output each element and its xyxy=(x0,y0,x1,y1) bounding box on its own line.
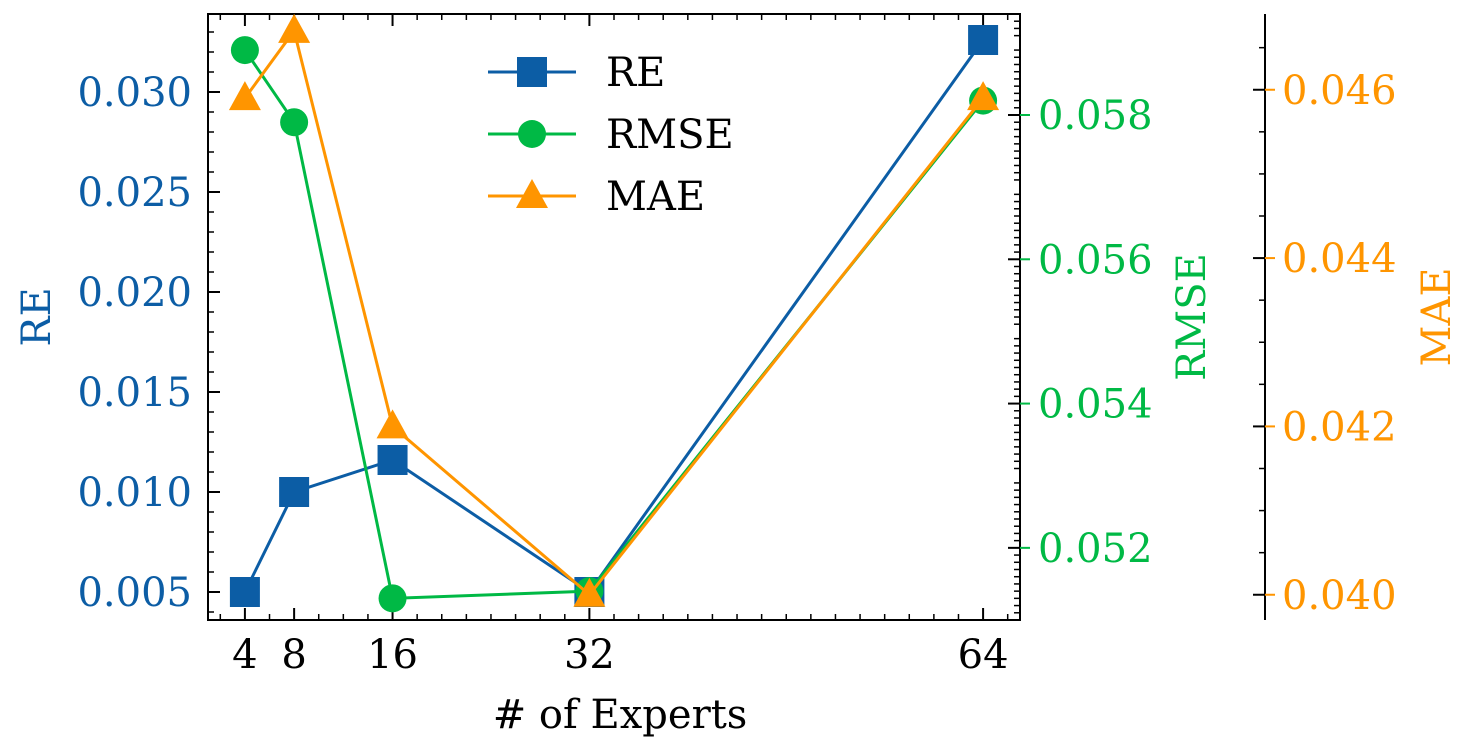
mae-tick-label: 0.044 xyxy=(1282,236,1397,282)
legend-marker-rmse xyxy=(518,120,546,148)
left-tick-label: 0.005 xyxy=(77,570,192,616)
right-tick-label: 0.054 xyxy=(1038,382,1153,428)
left-tick-label: 0.030 xyxy=(77,70,192,116)
left-tick-label: 0.010 xyxy=(77,470,192,516)
data-point-rmse xyxy=(230,36,259,65)
left-tick-label: 0.020 xyxy=(77,270,192,316)
right-tick-label: 0.056 xyxy=(1038,237,1153,283)
x-axis-label: # of Experts xyxy=(493,692,748,738)
data-point-mae xyxy=(573,577,606,607)
plot-frame xyxy=(207,13,1021,621)
legend-label-rmse: RMSE xyxy=(606,112,734,158)
mae-tick-label: 0.046 xyxy=(1282,68,1397,114)
data-point-mae xyxy=(376,409,409,439)
data-point-mae xyxy=(967,81,1000,111)
x-tick-label: 16 xyxy=(367,632,418,678)
data-point-re xyxy=(377,445,408,475)
data-point-re xyxy=(229,577,260,607)
x-tick-label: 32 xyxy=(564,632,615,678)
data-point-rmse xyxy=(280,108,309,137)
x-tick-label: 8 xyxy=(281,632,306,678)
left-tick-label: 0.015 xyxy=(77,370,192,416)
data-point-re xyxy=(968,25,999,55)
data-point-re xyxy=(279,477,310,507)
right-tick-label: 0.058 xyxy=(1038,93,1153,139)
data-point-mae xyxy=(228,81,261,111)
x-tick-label: 64 xyxy=(958,632,1009,678)
left-tick-label: 0.025 xyxy=(77,170,192,216)
mae-axis-label: MAE xyxy=(1414,267,1460,366)
data-point-mae xyxy=(278,13,311,43)
left-axis-label: RE xyxy=(14,287,60,346)
legend-label-re: RE xyxy=(606,50,665,96)
legend-marker-re xyxy=(517,57,547,87)
mae-tick-label: 0.042 xyxy=(1282,404,1397,450)
legend-marker-mae xyxy=(516,179,548,208)
legend-label-mae: MAE xyxy=(606,174,705,220)
mae-tick-label: 0.040 xyxy=(1282,573,1397,619)
x-tick-label: 4 xyxy=(232,632,257,678)
right-tick-label: 0.052 xyxy=(1038,526,1153,572)
right-axis-label: RMSE xyxy=(1169,253,1215,381)
data-point-rmse xyxy=(378,584,407,613)
